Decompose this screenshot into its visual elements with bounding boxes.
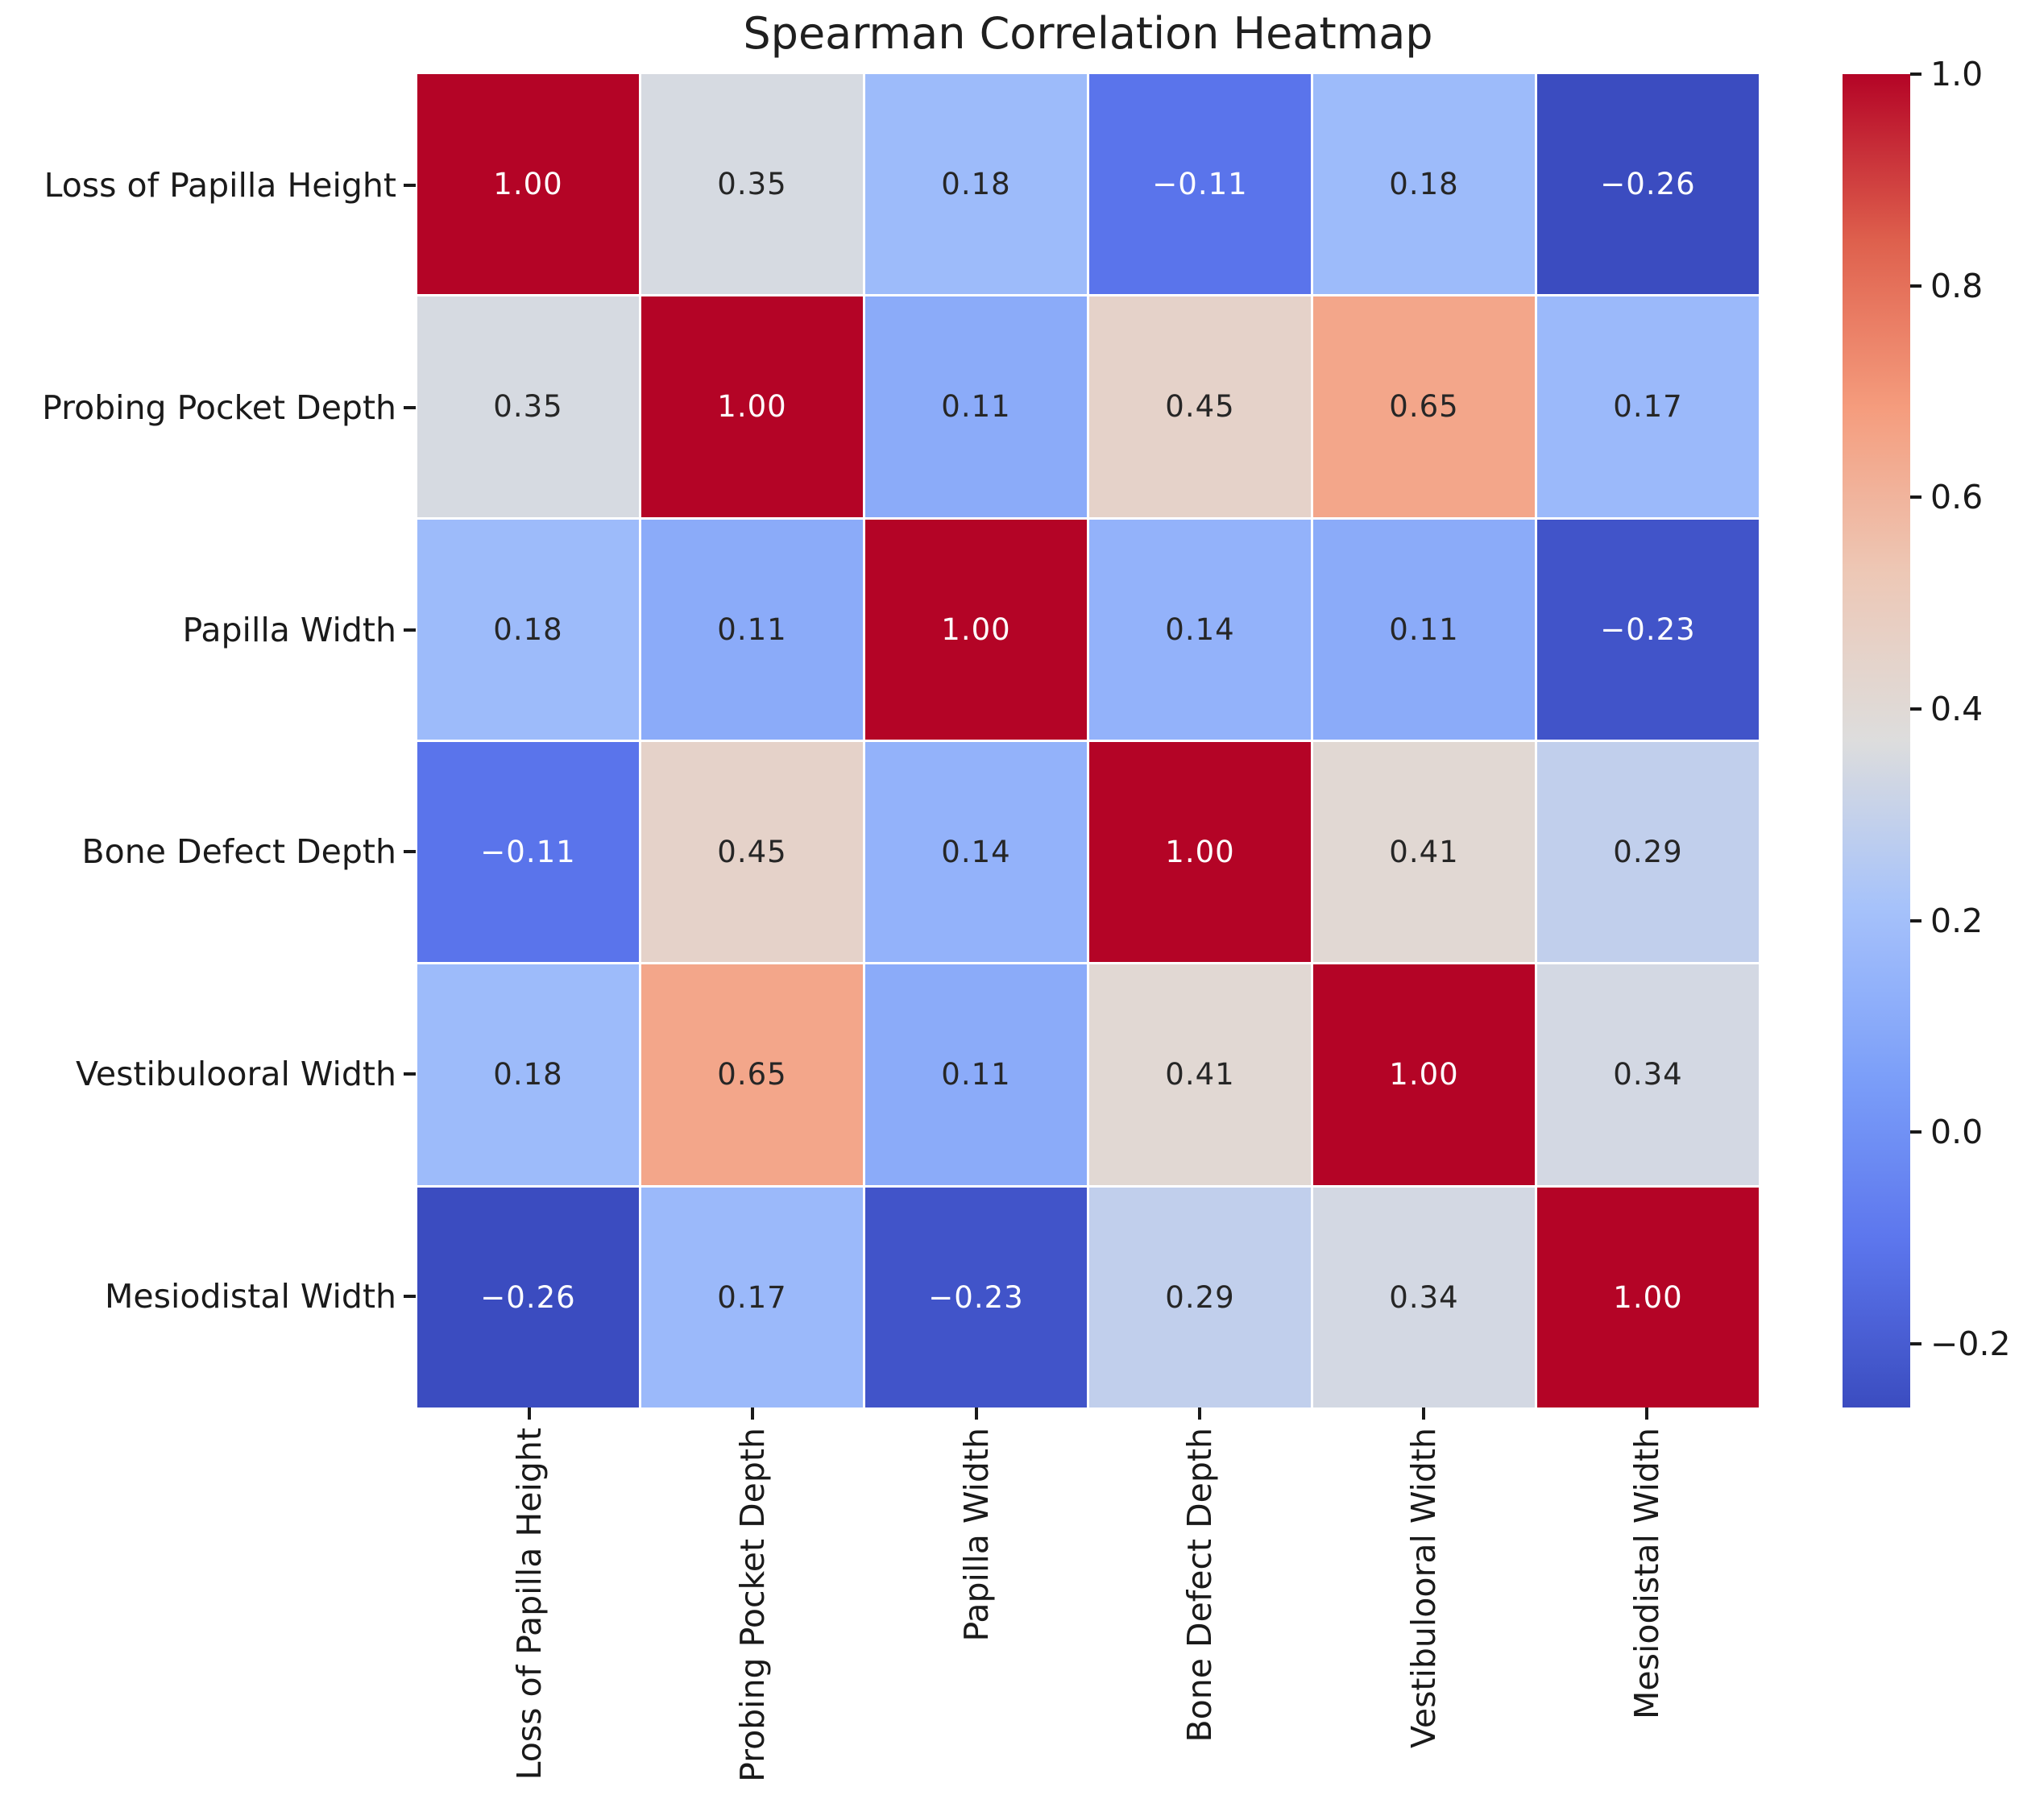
y-tick-mark-0 <box>404 74 416 296</box>
heatmap-cell-1-2: 0.11 <box>865 296 1087 517</box>
heatmap-cell-0-5: −0.26 <box>1537 74 1759 295</box>
x-tick-mark-1 <box>641 1407 865 1420</box>
colorbar-tick-label-0: 1.0 <box>1930 55 1984 93</box>
colorbar-tick-mark-4 <box>1910 918 1921 922</box>
heatmap-cell-4-1: 0.65 <box>641 964 863 1185</box>
x-tick-label-2: Papilla Width <box>956 1428 996 1642</box>
x-tick-mark-0 <box>417 1407 641 1420</box>
x-axis-ticks <box>417 1407 1759 1420</box>
heatmap-cell-3-1: 0.45 <box>641 742 863 963</box>
heatmap-cell-3-2: 0.14 <box>865 742 1087 963</box>
y-axis-labels: Loss of Papilla Height Probing Pocket Dep… <box>0 74 396 1407</box>
heatmap-cell-4-5: 0.34 <box>1537 964 1759 1185</box>
y-tick-mark-1 <box>404 296 416 519</box>
x-tick-label-5: Mesiodistal Width <box>1627 1428 1667 1719</box>
heatmap-cell-5-1: 0.17 <box>641 1187 863 1407</box>
heatmap-cell-5-2: −0.23 <box>865 1187 1087 1407</box>
colorbar-tick-mark-1 <box>1910 284 1921 288</box>
x-tick-mark-2 <box>864 1407 1088 1420</box>
heatmap-cell-0-2: 0.18 <box>865 74 1087 295</box>
colorbar <box>1843 74 1910 1407</box>
heatmap-cell-3-5: 0.29 <box>1537 742 1759 963</box>
heatmap-cell-4-0: 0.18 <box>417 964 639 1185</box>
y-tick-label-4: Vestibulooral Width <box>75 1055 396 1094</box>
x-axis-labels: Loss of Papilla Height Probing Pocket Dep… <box>417 1428 1759 1814</box>
heatmap-cell-0-1: 0.35 <box>641 74 863 295</box>
y-tick-label-5: Mesiodistal Width <box>105 1277 396 1316</box>
colorbar-tick-label-6: −0.2 <box>1930 1325 2011 1364</box>
heatmap-cell-2-3: 0.14 <box>1089 519 1311 740</box>
colorbar-tick-label-5: 0.0 <box>1930 1113 1984 1152</box>
heatmap-cell-1-0: 0.35 <box>417 296 639 517</box>
heatmap-cell-0-0: 1.00 <box>417 74 639 295</box>
heatmap-cell-2-2: 1.00 <box>865 519 1087 740</box>
heatmap-grid: 1.00 0.35 0.18 −0.11 0.18 −0.26 0.35 1.00 0.11 0.… <box>417 74 1759 1407</box>
heatmap-cell-2-5: −0.23 <box>1537 519 1759 740</box>
heatmap-cell-0-4: 0.18 <box>1313 74 1535 295</box>
heatmap-cell-3-3: 1.00 <box>1089 742 1311 963</box>
x-tick-mark-5 <box>1536 1407 1760 1420</box>
y-tick-label-3: Bone Defect Depth <box>81 832 396 872</box>
chart-title: Spearman Correlation Heatmap <box>743 8 1433 59</box>
heatmap-cell-1-4: 0.65 <box>1313 296 1535 517</box>
heatmap-cell-0-3: −0.11 <box>1089 74 1311 295</box>
colorbar-tick-label-2: 0.6 <box>1930 478 1984 517</box>
colorbar-tick-mark-0 <box>1910 73 1921 76</box>
y-tick-mark-3 <box>404 740 416 963</box>
colorbar-tick-mark-2 <box>1910 495 1921 500</box>
heatmap-cell-2-4: 0.11 <box>1313 519 1535 740</box>
heatmap-cell-4-4: 1.00 <box>1313 964 1535 1185</box>
heatmap-cell-5-3: 0.29 <box>1089 1187 1311 1407</box>
heatmap-cell-5-4: 0.34 <box>1313 1187 1535 1407</box>
heatmap-cell-1-5: 0.17 <box>1537 296 1759 517</box>
colorbar-tick-label-3: 0.4 <box>1930 690 1984 729</box>
heatmap-cell-4-2: 0.11 <box>865 964 1087 1185</box>
y-tick-label-0: Loss of Papilla Height <box>44 165 396 205</box>
x-tick-mark-3 <box>1088 1407 1312 1420</box>
heatmap-cell-1-3: 0.45 <box>1089 296 1311 517</box>
heatmap-cell-3-0: −0.11 <box>417 742 639 963</box>
colorbar-tick-mark-3 <box>1910 707 1921 711</box>
heatmap-cell-3-4: 0.41 <box>1313 742 1535 963</box>
x-tick-label-1: Probing Pocket Depth <box>733 1428 773 1782</box>
heatmap-cell-1-1: 1.00 <box>641 296 863 517</box>
y-tick-mark-4 <box>404 963 416 1185</box>
x-tick-label-4: Vestibulooral Width <box>1403 1428 1443 1749</box>
y-tick-mark-2 <box>404 519 416 741</box>
x-tick-label-0: Loss of Papilla Height <box>509 1428 549 1781</box>
colorbar-tick-mark-5 <box>1910 1130 1921 1134</box>
y-axis-ticks <box>404 74 416 1407</box>
colorbar-tick-mark-6 <box>1910 1342 1921 1346</box>
heatmap-cell-5-5: 1.00 <box>1537 1187 1759 1407</box>
y-tick-label-1: Probing Pocket Depth <box>42 388 396 427</box>
heatmap-cell-4-3: 0.41 <box>1089 964 1311 1185</box>
x-tick-mark-4 <box>1312 1407 1536 1420</box>
y-tick-label-2: Papilla Width <box>182 610 396 649</box>
y-tick-mark-5 <box>404 1185 416 1407</box>
heatmap-cell-2-1: 0.11 <box>641 519 863 740</box>
heatmap-cell-5-0: −0.26 <box>417 1187 639 1407</box>
x-tick-label-3: Bone Defect Depth <box>1180 1428 1220 1743</box>
colorbar-tick-label-4: 0.2 <box>1930 901 1984 940</box>
heatmap-cell-2-0: 0.18 <box>417 519 639 740</box>
colorbar-tick-label-1: 0.8 <box>1930 266 1984 305</box>
